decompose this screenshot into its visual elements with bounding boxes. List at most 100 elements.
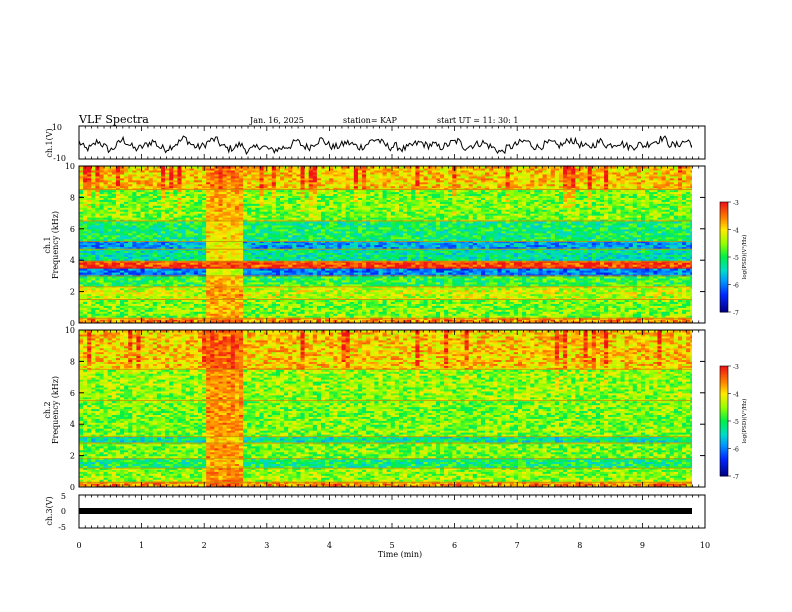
- ch1-spec-pixel: [103, 291, 109, 295]
- ch1-spec-pixel: [115, 299, 121, 303]
- ch1-spec-pixel: [238, 230, 244, 234]
- ch1-spec-pixel: [169, 205, 174, 208]
- ch1-spec-pixel: [202, 173, 207, 177]
- ch1-spec-pixel: [136, 311, 142, 314]
- ch1-spec-pixel: [140, 191, 146, 195]
- ch1-spec-pixel: [99, 295, 105, 299]
- ch1-spec-pixel: [271, 244, 277, 248]
- ch1-spec-pixel: [169, 234, 174, 238]
- ch1-spec-pixel: [103, 254, 109, 257]
- ch1-spec-pixel: [263, 183, 269, 187]
- ch1-spec-pixel: [185, 203, 191, 206]
- ch1-spec-pixel: [87, 167, 92, 171]
- ch1-spec-pixel: [79, 248, 84, 251]
- ch1-spec-pixel: [247, 220, 252, 224]
- ch1-spec-pixel: [120, 262, 125, 265]
- ch1-spec-pixel: [325, 293, 330, 297]
- ch1-spec-pixel: [181, 307, 187, 310]
- ch1-spec-pixel: [79, 262, 84, 265]
- ch1-spec-pixel: [243, 262, 248, 265]
- ch1-spec-pixel: [316, 244, 322, 248]
- ch1-spec-pixel: [304, 207, 310, 210]
- ch1-spec-pixel: [251, 319, 256, 322]
- ch1-spec-pixel: [296, 177, 302, 181]
- ch1-spec-pixel: [161, 236, 166, 240]
- ch1-spec-pixel: [202, 218, 207, 222]
- ch1-spec-pixel: [152, 246, 158, 250]
- ch1-spec-pixel: [95, 256, 101, 259]
- ch1-spec-pixel: [132, 266, 138, 269]
- ch1-spec-pixel: [197, 189, 203, 193]
- ch1-spec-pixel: [128, 211, 133, 214]
- ch1-spec-pixel: [173, 301, 179, 304]
- ch1-spec-pixel: [312, 297, 318, 301]
- ch1-spec-pixel: [312, 197, 318, 200]
- ch1-spec-pixel: [169, 277, 174, 281]
- ch1-spec-pixel: [181, 271, 187, 275]
- ch1-spec-pixel: [234, 177, 240, 181]
- ch1-spec-pixel: [144, 226, 150, 230]
- ch1-spec-pixel: [247, 234, 252, 238]
- ch1-spec-pixel: [140, 238, 146, 242]
- ch1-spec-pixel: [148, 266, 154, 269]
- ch1-spec-pixel: [210, 287, 215, 291]
- ch1-spec-pixel: [177, 201, 183, 204]
- ch1-spec-pixel: [321, 293, 326, 297]
- ch1-spec-pixel: [226, 254, 232, 257]
- ch1-spec-pixel: [140, 228, 146, 232]
- ch1-spec-pixel: [165, 299, 170, 303]
- ch1-spec-pixel: [169, 319, 174, 322]
- ch1-spec-pixel: [132, 197, 138, 200]
- ch1-spec-pixel: [234, 307, 240, 310]
- ch1-spec-pixel: [308, 303, 314, 306]
- ch1-spec-pixel: [144, 218, 150, 222]
- ch1-spec-pixel: [144, 311, 150, 314]
- ch1-spec-pixel: [275, 191, 281, 195]
- ch1-spec-pixel: [185, 256, 191, 259]
- ch1-spec-pixel: [210, 256, 215, 259]
- ch1-spec-pixel: [169, 254, 174, 257]
- ch1-spec-pixel: [304, 293, 310, 297]
- ch1-spec-pixel: [234, 319, 240, 322]
- ch1-spec-pixel: [177, 187, 183, 191]
- ch1-spec-pixel: [259, 240, 265, 244]
- ch1-spec-pixel: [226, 167, 232, 171]
- ch1-spec-pixel: [124, 183, 129, 187]
- ch1-spec-pixel: [238, 313, 244, 316]
- ch1-spec-pixel: [226, 293, 232, 297]
- ch1-spec-pixel: [300, 309, 306, 312]
- ch1-spec-pixel: [280, 236, 285, 240]
- ch1-spec-pixel: [103, 189, 109, 193]
- ch1-spec-pixel: [111, 240, 117, 244]
- ch1-spec-pixel: [288, 230, 293, 234]
- ch1-spec-pixel: [124, 189, 129, 193]
- ch1-spec-pixel: [128, 173, 133, 177]
- ch1-spec-pixel: [140, 236, 146, 240]
- ch1-spec-pixel: [280, 211, 285, 214]
- ch1-spec-pixel: [329, 297, 334, 301]
- ch1-spec-pixel: [234, 291, 240, 295]
- ch1-spec-pixel: [325, 185, 330, 189]
- ch1-spec-pixel: [197, 244, 203, 248]
- ch1-spec-pixel: [230, 303, 236, 306]
- ch1-spec-pixel: [128, 293, 133, 297]
- ch1-spec-pixel: [148, 169, 154, 173]
- ch1-spec-pixel: [181, 209, 187, 212]
- ch1-spec-pixel: [284, 313, 289, 316]
- ch1-spec-pixel: [136, 217, 142, 220]
- ch1-spec-pixel: [87, 295, 92, 299]
- ch1-spec-pixel: [161, 230, 166, 234]
- ch1-spec-pixel: [280, 238, 285, 242]
- ch1-spec-pixel: [263, 179, 269, 183]
- ch1-spec-pixel: [87, 256, 92, 259]
- ch1-spec-pixel: [284, 236, 289, 240]
- ch1-spec-pixel: [152, 287, 158, 291]
- ch1-spec-pixel: [148, 303, 154, 306]
- ch1-spec-pixel: [329, 218, 334, 222]
- ch1-spec-pixel: [222, 250, 228, 253]
- ch1-spec-pixel: [304, 195, 310, 198]
- ch1-spec-pixel: [103, 220, 109, 224]
- ch1-spec-pixel: [234, 262, 240, 265]
- ch1-spec-pixel: [189, 242, 195, 246]
- ch1-spec-pixel: [185, 222, 191, 226]
